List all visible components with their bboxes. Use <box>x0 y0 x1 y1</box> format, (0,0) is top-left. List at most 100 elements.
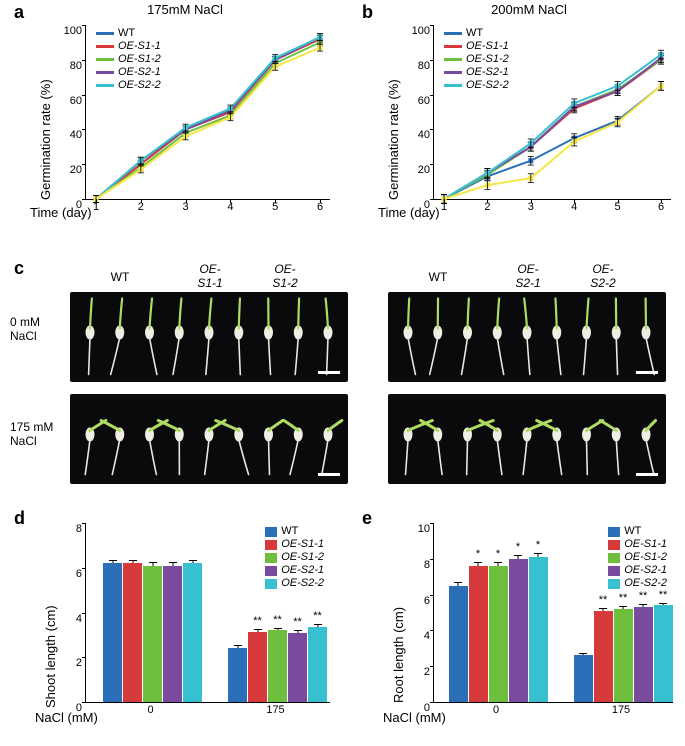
panel-label-a: a <box>14 2 24 23</box>
significance-mark: ** <box>273 614 282 626</box>
legend-label: WT <box>281 525 298 538</box>
bar: ** <box>288 633 307 702</box>
legend-label: OE-S2-1 <box>281 564 324 577</box>
panel-label-d: d <box>14 508 25 529</box>
photo-row-0mm: 0 mM NaCl <box>10 315 40 343</box>
y-tick-label: 6 <box>66 568 86 580</box>
chart-b-ylabel: Germination rate (%) <box>386 79 401 200</box>
legend-label: OE-S1-2 <box>466 53 509 66</box>
photo-175mm-right <box>388 394 666 484</box>
bar <box>449 586 468 702</box>
scale-bar <box>636 371 658 374</box>
legend-row: OE-S1-2 <box>608 551 667 564</box>
bar: ** <box>634 607 653 702</box>
y-tick-label: 100 <box>410 25 434 37</box>
legend-row: OE-S2-2 <box>444 79 509 92</box>
legend-label: OE-S2-1 <box>624 564 667 577</box>
legend-row: OE-S2-1 <box>444 66 509 79</box>
chart-b-legend: WTOE-S1-1OE-S1-2OE-S2-1OE-S2-2 <box>444 27 509 92</box>
chart-a-legend: WTOE-S1-1OE-S1-2OE-S2-1OE-S2-2 <box>96 27 161 92</box>
bar <box>574 655 593 702</box>
photo-0mm-left <box>70 292 348 382</box>
bar-group: **** <box>449 557 548 702</box>
photo-col-s21: OE- S2-1 <box>508 262 548 290</box>
bar <box>163 566 182 702</box>
bar: ** <box>248 632 267 702</box>
panel-label-b: b <box>362 2 373 23</box>
chart-a-xlabel: Time (day) <box>30 205 92 220</box>
seedlings-svg <box>388 394 666 484</box>
legend-label: OE-S1-1 <box>118 40 161 53</box>
x-tick-label: 175 <box>612 702 630 716</box>
significance-mark: ** <box>659 589 668 601</box>
chart-d-ylabel: Shoot length (cm) <box>43 605 58 708</box>
legend-label: OE-S1-2 <box>118 53 161 66</box>
bar: ** <box>594 611 613 702</box>
chart-d: Shoot length (cm) WTOE-S1-1OE-S1-2OE-S2-… <box>35 518 340 728</box>
y-tick-label: 2 <box>66 657 86 669</box>
significance-mark: ** <box>253 615 262 627</box>
y-tick-label: 8 <box>414 559 434 571</box>
bar: ** <box>614 609 633 702</box>
seedlings-svg <box>70 394 348 484</box>
legend-label: OE-S1-1 <box>281 538 324 551</box>
y-tick-label: 20 <box>62 164 86 176</box>
bar: * <box>509 559 528 702</box>
legend-label: WT <box>466 27 483 40</box>
bar <box>228 648 247 702</box>
legend-label: OE-S1-2 <box>624 551 667 564</box>
scale-bar <box>636 473 658 476</box>
photo-col-s22: OE- S2-2 <box>583 262 623 290</box>
y-tick-label: 2 <box>414 666 434 678</box>
legend-label: WT <box>118 27 135 40</box>
bar <box>103 563 122 702</box>
significance-mark: ** <box>313 610 322 622</box>
y-tick-label: 80 <box>410 60 434 72</box>
legend-row: OE-S2-2 <box>265 577 324 590</box>
bar: ** <box>268 630 287 702</box>
chart-e-ylabel: Root length (cm) <box>391 607 406 703</box>
legend-row: OE-S2-1 <box>96 66 161 79</box>
legend-row: WT <box>96 27 161 40</box>
significance-mark: * <box>536 539 540 551</box>
chart-b: 200mM NaCl Germination rate (%) WTOE-S1-… <box>378 20 680 220</box>
y-tick-label: 60 <box>62 95 86 107</box>
chart-d-legend: WTOE-S1-1OE-S1-2OE-S2-1OE-S2-2 <box>265 525 324 590</box>
y-tick-label: 10 <box>414 523 434 535</box>
photo-row-175mm: 175 mM NaCl <box>10 420 53 448</box>
legend-label: OE-S1-1 <box>466 40 509 53</box>
chart-a-title: 175mM NaCl <box>30 2 340 17</box>
bar-group: ******** <box>574 605 673 702</box>
chart-b-title: 200mM NaCl <box>378 2 680 17</box>
photo-175mm-left <box>70 394 348 484</box>
photo-col-wt-right: WT <box>418 270 458 284</box>
significance-mark: * <box>496 548 500 560</box>
legend-row: OE-S1-1 <box>444 40 509 53</box>
y-tick-label: 40 <box>62 129 86 141</box>
y-tick-label: 4 <box>66 613 86 625</box>
x-tick-label: 0 <box>147 702 153 716</box>
legend-row: OE-S2-1 <box>608 564 667 577</box>
legend-label: OE-S2-2 <box>281 577 324 590</box>
significance-mark: ** <box>599 594 608 606</box>
chart-d-xlabel: NaCl (mM) <box>35 710 98 725</box>
legend-row: WT <box>444 27 509 40</box>
legend-row: OE-S2-2 <box>96 79 161 92</box>
legend-label: WT <box>624 525 641 538</box>
bar-group: ******** <box>228 627 327 702</box>
bar: * <box>489 566 508 702</box>
photo-col-s12: OE- S1-2 <box>265 262 305 290</box>
chart-a-plot: WTOE-S1-1OE-S1-2OE-S2-1OE-S2-2 020406080… <box>85 25 330 200</box>
chart-e-legend: WTOE-S1-1OE-S1-2OE-S2-1OE-S2-2 <box>608 525 667 590</box>
bar-group <box>103 563 202 702</box>
chart-b-xlabel: Time (day) <box>378 205 440 220</box>
chart-b-plot: WTOE-S1-1OE-S1-2OE-S2-1OE-S2-2 020406080… <box>433 25 671 200</box>
legend-row: WT <box>608 525 667 538</box>
legend-row: OE-S1-2 <box>444 53 509 66</box>
y-tick-label: 60 <box>410 95 434 107</box>
legend-row: OE-S1-1 <box>608 538 667 551</box>
chart-e-plot: WTOE-S1-1OE-S1-2OE-S2-1OE-S2-2 0246810**… <box>433 523 673 703</box>
legend-row: OE-S1-1 <box>96 40 161 53</box>
significance-mark: ** <box>293 616 302 628</box>
y-tick-label: 40 <box>410 129 434 141</box>
